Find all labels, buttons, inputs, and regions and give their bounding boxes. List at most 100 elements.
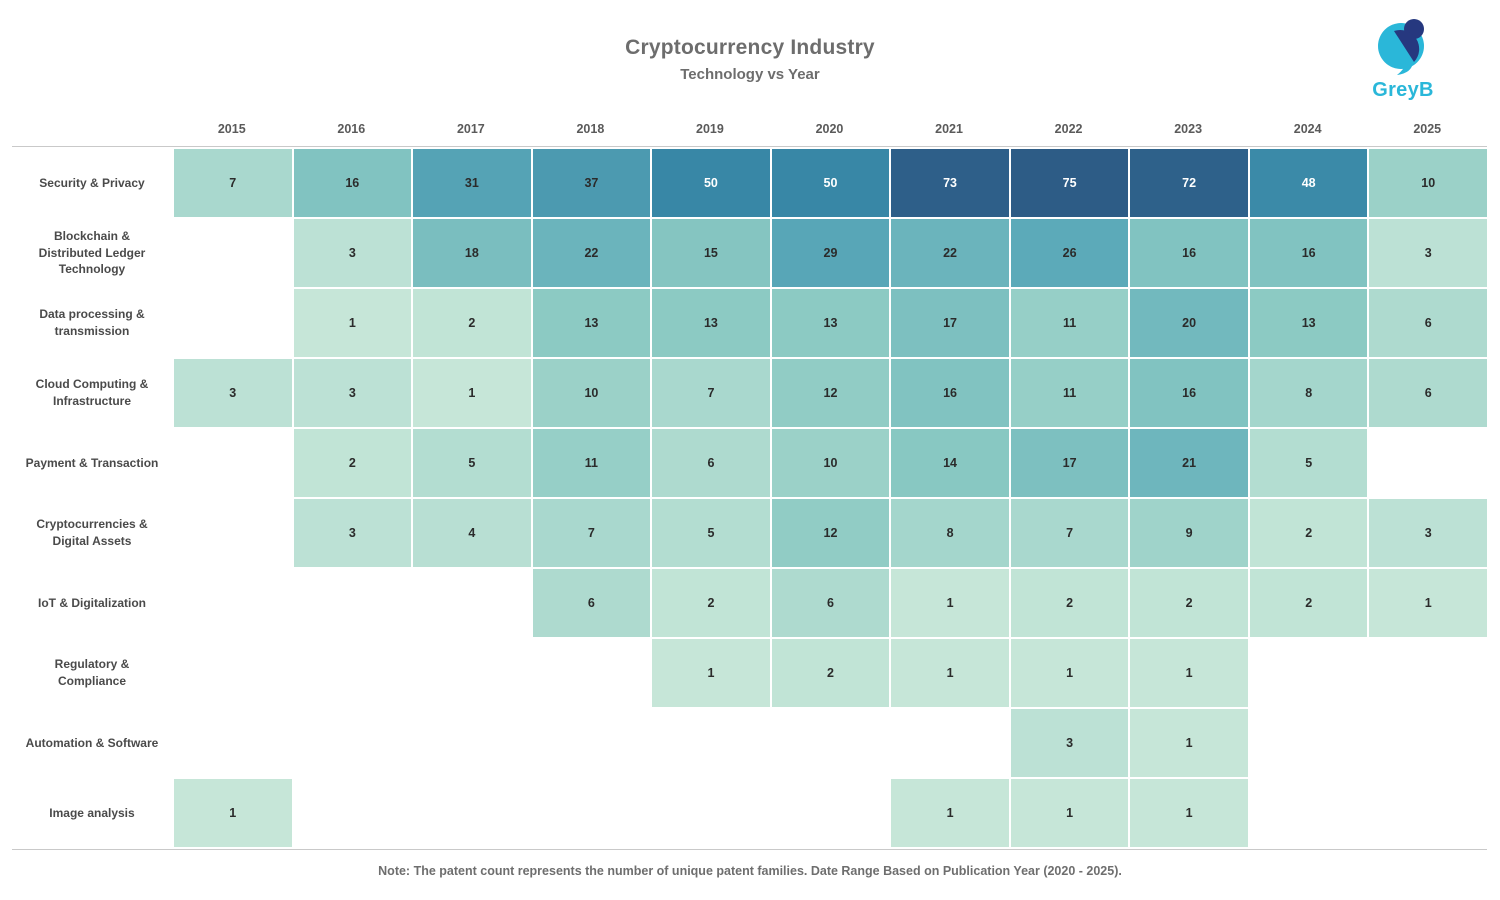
- heatmap-cell-2018[interactable]: 37: [532, 149, 651, 217]
- heatmap-cell-2023[interactable]: 16: [1130, 219, 1248, 287]
- heatmap-cell-2015[interactable]: 1: [174, 779, 292, 847]
- heatmap-cell-2017[interactable]: 2: [413, 289, 531, 357]
- heatmap-cell-2017[interactable]: 5: [413, 429, 531, 497]
- heatmap-cell-2024[interactable]: 5: [1249, 429, 1368, 497]
- heatmap-cell-2017[interactable]: 1: [413, 359, 531, 427]
- heatmap-cell-empty: [413, 639, 531, 707]
- heatmap-cell-2025[interactable]: 6: [1369, 359, 1487, 427]
- heatmap-cell-2019[interactable]: 1: [652, 639, 770, 707]
- heatmap-cell-2022[interactable]: 11: [1010, 359, 1129, 427]
- footnote: Note: The patent count represents the nu…: [378, 864, 1122, 878]
- heatmap-cell-empty: [1249, 709, 1368, 777]
- heatmap-cell-2020[interactable]: 12: [771, 499, 890, 567]
- heatmap-cell-2023[interactable]: 2: [1130, 569, 1248, 637]
- heatmap-cell-2020[interactable]: 10: [771, 429, 890, 497]
- heatmap-cell-2016[interactable]: 2: [293, 429, 412, 497]
- heatmap-cell-2019[interactable]: 15: [652, 219, 770, 287]
- heatmap-cell-2020[interactable]: 12: [771, 359, 890, 427]
- heatmap-cell-2018[interactable]: 13: [532, 289, 651, 357]
- heatmap-cell-2024[interactable]: 2: [1249, 569, 1368, 637]
- heatmap-cell-2016[interactable]: 3: [293, 359, 412, 427]
- heatmap-cell-empty: [532, 639, 651, 707]
- heatmap-cell-2022[interactable]: 11: [1010, 289, 1129, 357]
- heatmap-cell-2020[interactable]: 13: [771, 289, 890, 357]
- heatmap-cell-empty: [293, 779, 412, 847]
- heatmap-cell-2020[interactable]: 29: [771, 219, 890, 287]
- heatmap-cell-2022[interactable]: 2: [1010, 569, 1129, 637]
- heatmap-cell-2023[interactable]: 1: [1130, 779, 1248, 847]
- heatmap-cell-2021[interactable]: 22: [891, 219, 1009, 287]
- heatmap-cell-2023[interactable]: 72: [1130, 149, 1248, 217]
- heatmap-cell-2022[interactable]: 1: [1010, 779, 1129, 847]
- heatmap-cell-empty: [293, 709, 412, 777]
- heatmap-cell-2024[interactable]: 16: [1249, 219, 1368, 287]
- row-label: Cloud Computing & Infrastructure: [35, 377, 149, 408]
- heatmap-cell-2025[interactable]: 6: [1369, 289, 1487, 357]
- heatmap-cell-2020[interactable]: 2: [771, 639, 890, 707]
- heatmap-cell-2023[interactable]: 1: [1130, 639, 1248, 707]
- heatmap-cell-2022[interactable]: 3: [1010, 709, 1129, 777]
- heatmap-cell-2019[interactable]: 13: [652, 289, 770, 357]
- heatmap-cell-2022[interactable]: 75: [1010, 149, 1129, 217]
- heatmap-cell-2018[interactable]: 6: [532, 569, 651, 637]
- heatmap-cell-2015[interactable]: 7: [174, 149, 292, 217]
- heatmap-cell-2017[interactable]: 31: [413, 149, 531, 217]
- heatmap-cell-2021[interactable]: 73: [891, 149, 1009, 217]
- heatmap-cell-2025[interactable]: 3: [1369, 499, 1487, 567]
- heatmap-cell-2019[interactable]: 7: [652, 359, 770, 427]
- heatmap-cell-2025[interactable]: 1: [1369, 569, 1487, 637]
- heatmap-cell-2018[interactable]: 11: [532, 429, 651, 497]
- heatmap-cell-2024[interactable]: 48: [1249, 149, 1368, 217]
- heatmap-cell-2023[interactable]: 20: [1130, 289, 1248, 357]
- heatmap-cell-2023[interactable]: 16: [1130, 359, 1248, 427]
- heatmap-cell-2021[interactable]: 14: [891, 429, 1009, 497]
- row-label: Payment & Transaction: [25, 455, 159, 470]
- heatmap-cell-empty: [413, 779, 531, 847]
- heatmap-table: 2015 2016 2017 2018 2019 2020 2021 2022 2023 2024…: [12, 112, 1487, 850]
- heatmap-cell-2019[interactable]: 6: [652, 429, 770, 497]
- heatmap-cell-2025[interactable]: 3: [1369, 219, 1487, 287]
- heatmap-cell-2021[interactable]: 1: [891, 639, 1009, 707]
- heatmap-cell-2023[interactable]: 1: [1130, 709, 1248, 777]
- heatmap-cell-2022[interactable]: 26: [1010, 219, 1129, 287]
- heatmap-cell-empty: [532, 779, 651, 847]
- heatmap-cell-2022[interactable]: 1: [1010, 639, 1129, 707]
- heatmap-cell-empty: [771, 709, 890, 777]
- heatmap-cell-2022[interactable]: 7: [1010, 499, 1129, 567]
- heatmap-cell-empty: [293, 569, 412, 637]
- heatmap-cell-2021[interactable]: 17: [891, 289, 1009, 357]
- heatmap-cell-2016[interactable]: 1: [293, 289, 412, 357]
- heatmap-cell-empty: [1369, 429, 1487, 497]
- heatmap-cell-2020[interactable]: 50: [771, 149, 890, 217]
- heatmap-cell-2018[interactable]: 22: [532, 219, 651, 287]
- heatmap-cell-2019[interactable]: 50: [652, 149, 770, 217]
- heatmap-cell-2020[interactable]: 6: [771, 569, 890, 637]
- year-header-row: 2015 2016 2017 2018 2019 2020 2021 2022 2023 2024…: [12, 112, 1487, 147]
- heatmap-cell-2022[interactable]: 17: [1010, 429, 1129, 497]
- row-label: Cryptocurrencies & Digital Assets: [36, 517, 148, 548]
- heatmap-cell-2019[interactable]: 2: [652, 569, 770, 637]
- heatmap-cell-2021[interactable]: 16: [891, 359, 1009, 427]
- heatmap-cell-2025[interactable]: 10: [1369, 149, 1487, 217]
- heatmap-cell-2024[interactable]: 13: [1249, 289, 1368, 357]
- heatmap-cell-2024[interactable]: 2: [1249, 499, 1368, 567]
- heatmap-cell-2017[interactable]: 18: [413, 219, 531, 287]
- heatmap-cell-empty: [174, 569, 292, 637]
- heatmap-cell-2017[interactable]: 4: [413, 499, 531, 567]
- heatmap-cell-empty: [174, 639, 292, 707]
- heatmap-cell-2024[interactable]: 8: [1249, 359, 1368, 427]
- heatmap-cell-2021[interactable]: 8: [891, 499, 1009, 567]
- heatmap-cell-2023[interactable]: 9: [1130, 499, 1248, 567]
- heatmap-cell-2021[interactable]: 1: [891, 569, 1009, 637]
- heatmap-cell-2018[interactable]: 7: [532, 499, 651, 567]
- heatmap-cell-2016[interactable]: 3: [293, 219, 412, 287]
- heatmap-cell-2023[interactable]: 21: [1130, 429, 1248, 497]
- heatmap-cell-2015[interactable]: 3: [174, 359, 292, 427]
- heatmap-cell-2016[interactable]: 16: [293, 149, 412, 217]
- heatmap-cell-2021[interactable]: 1: [891, 779, 1009, 847]
- heatmap-cell-2019[interactable]: 5: [652, 499, 770, 567]
- heatmap-cell-2018[interactable]: 10: [532, 359, 651, 427]
- heatmap-cell-empty: [174, 429, 292, 497]
- heatmap-cell-2016[interactable]: 3: [293, 499, 412, 567]
- page-subtitle: Technology vs Year: [680, 66, 820, 83]
